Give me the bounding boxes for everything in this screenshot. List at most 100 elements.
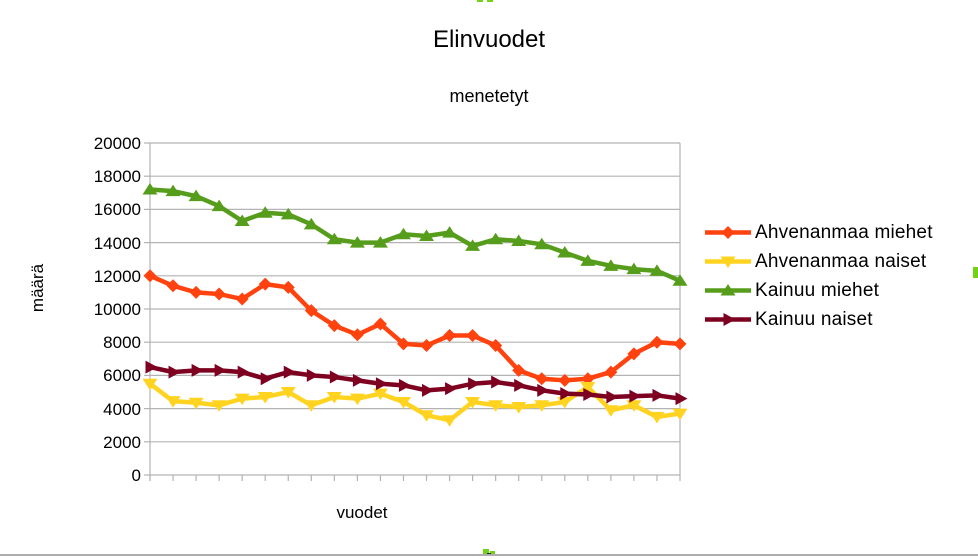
data-point-marker[interactable] xyxy=(145,360,158,374)
data-point-marker[interactable] xyxy=(420,339,434,353)
data-point-marker[interactable] xyxy=(234,214,250,227)
data-point-marker[interactable] xyxy=(350,328,364,342)
data-point-marker[interactable] xyxy=(303,400,319,412)
data-point-marker[interactable] xyxy=(189,285,203,299)
data-point-marker[interactable] xyxy=(580,382,596,394)
data-point-marker[interactable] xyxy=(468,377,481,391)
data-point-marker[interactable] xyxy=(395,396,411,409)
data-point-marker[interactable] xyxy=(672,274,688,286)
data-point-marker[interactable] xyxy=(652,388,665,402)
data-point-marker[interactable] xyxy=(329,370,342,384)
data-point-marker[interactable] xyxy=(326,391,342,404)
data-point-marker[interactable] xyxy=(396,337,410,351)
legend-item-kainuu-miehet[interactable]: Kainuu miehet xyxy=(703,276,933,305)
data-point-marker[interactable] xyxy=(488,400,504,412)
data-point-marker[interactable] xyxy=(260,372,273,386)
data-point-marker[interactable] xyxy=(650,335,664,349)
series-line[interactable] xyxy=(149,187,681,283)
data-point-marker[interactable] xyxy=(604,365,618,379)
data-point-marker[interactable] xyxy=(442,415,458,427)
data-point-marker[interactable] xyxy=(442,226,458,238)
data-point-marker[interactable] xyxy=(673,337,687,351)
data-point-marker[interactable] xyxy=(466,329,480,343)
data-point-marker[interactable] xyxy=(422,383,435,397)
data-point-marker[interactable] xyxy=(373,317,387,331)
data-point-marker[interactable] xyxy=(214,363,227,377)
data-point-marker[interactable] xyxy=(675,392,688,406)
data-point-marker[interactable] xyxy=(372,236,388,248)
legend-item-ahvenanmaa-miehet[interactable]: Ahvenanmaa miehet xyxy=(703,218,933,247)
series-line[interactable] xyxy=(149,364,681,401)
data-point-marker[interactable] xyxy=(165,184,181,197)
data-point-marker[interactable] xyxy=(488,232,504,245)
data-point-marker[interactable] xyxy=(603,405,619,417)
data-point-marker[interactable] xyxy=(352,373,365,387)
data-point-marker[interactable] xyxy=(326,232,342,245)
data-point-marker[interactable] xyxy=(626,262,642,275)
data-point-marker[interactable] xyxy=(211,199,227,212)
data-point-marker[interactable] xyxy=(211,400,227,412)
series-ahvenanmaa-miehet[interactable] xyxy=(143,269,687,387)
selection-handle-top-icon[interactable] xyxy=(487,0,493,2)
data-point-marker[interactable] xyxy=(395,227,411,240)
data-point-marker[interactable] xyxy=(511,401,527,414)
data-point-marker[interactable] xyxy=(234,393,250,406)
data-point-marker[interactable] xyxy=(143,269,157,283)
data-point-marker[interactable] xyxy=(166,279,180,293)
data-point-marker[interactable] xyxy=(629,389,642,403)
data-point-marker[interactable] xyxy=(511,234,527,246)
data-point-marker[interactable] xyxy=(465,396,481,409)
data-point-marker[interactable] xyxy=(258,277,272,291)
data-point-marker[interactable] xyxy=(443,329,457,343)
data-point-marker[interactable] xyxy=(465,239,481,251)
data-point-marker[interactable] xyxy=(372,388,388,401)
data-point-marker[interactable] xyxy=(283,365,296,379)
selection-handle-bottom-icon[interactable] xyxy=(483,549,489,555)
selection-handle-right-icon[interactable] xyxy=(973,267,978,278)
data-point-marker[interactable] xyxy=(535,372,549,386)
data-point-marker[interactable] xyxy=(512,363,526,377)
data-point-marker[interactable] xyxy=(419,229,435,241)
data-point-marker[interactable] xyxy=(557,396,573,409)
data-point-marker[interactable] xyxy=(581,372,595,386)
data-point-marker[interactable] xyxy=(280,207,296,220)
data-point-marker[interactable] xyxy=(142,378,158,391)
legend-marker[interactable] xyxy=(723,313,736,326)
data-point-marker[interactable] xyxy=(280,387,296,399)
data-point-marker[interactable] xyxy=(398,378,411,392)
data-point-marker[interactable] xyxy=(557,246,573,258)
data-point-marker[interactable] xyxy=(235,292,249,306)
data-point-marker[interactable] xyxy=(627,347,641,361)
data-point-marker[interactable] xyxy=(649,411,665,424)
data-point-marker[interactable] xyxy=(191,363,204,377)
data-point-marker[interactable] xyxy=(142,182,158,195)
legend[interactable]: Ahvenanmaa miehet Ahvenanmaa naiset Kainuu… xyxy=(703,218,933,334)
data-point-marker[interactable] xyxy=(606,390,619,404)
data-point-marker[interactable] xyxy=(534,400,550,412)
data-point-marker[interactable] xyxy=(303,217,319,230)
data-point-marker[interactable] xyxy=(306,368,319,382)
data-point-marker[interactable] xyxy=(491,375,504,389)
legend-marker[interactable] xyxy=(720,284,736,296)
data-point-marker[interactable] xyxy=(603,259,619,271)
data-point-marker[interactable] xyxy=(489,339,503,353)
selection-handle-top-icon[interactable] xyxy=(477,0,483,2)
data-point-marker[interactable] xyxy=(188,189,204,202)
data-point-marker[interactable] xyxy=(257,206,273,218)
data-point-marker[interactable] xyxy=(537,383,550,397)
series-line[interactable] xyxy=(148,381,681,423)
series-kainuu-naiset[interactable] xyxy=(145,360,688,406)
series-ahvenanmaa-naiset[interactable] xyxy=(142,378,688,427)
data-point-marker[interactable] xyxy=(237,365,250,379)
legend-item-kainuu-naiset[interactable]: Kainuu naiset xyxy=(703,305,933,334)
data-point-marker[interactable] xyxy=(583,387,596,401)
data-point-marker[interactable] xyxy=(580,254,596,266)
data-point-marker[interactable] xyxy=(188,397,204,410)
data-point-marker[interactable] xyxy=(257,391,273,404)
data-point-marker[interactable] xyxy=(514,378,527,392)
legend-item-ahvenanmaa-naiset[interactable]: Ahvenanmaa naiset xyxy=(703,247,933,276)
data-point-marker[interactable] xyxy=(168,365,181,379)
legend-marker[interactable] xyxy=(721,226,735,239)
